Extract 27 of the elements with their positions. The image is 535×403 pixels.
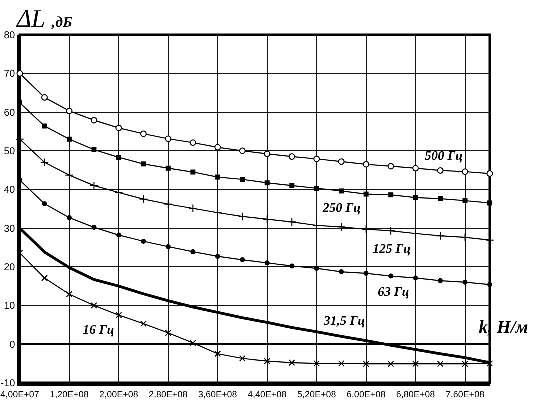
x-tick-label: 4,00E+07	[0, 390, 40, 400]
x-tick-label: 6,00E+08	[346, 390, 386, 400]
series-label: 63 Гц	[378, 284, 410, 299]
y-tick-label: 50	[4, 146, 16, 158]
series-label: 250 Гц	[322, 200, 361, 215]
y-tick-label: 30	[4, 224, 16, 235]
x-tick-label: 6,80E+08	[396, 390, 436, 400]
x-tick-label: 5,20E+08	[297, 390, 336, 400]
y-axis-title: ΔL ,дБ	[16, 6, 74, 33]
series-label: 16 Гц	[83, 322, 114, 337]
y-tick-label: 60	[4, 108, 16, 119]
y-tick-label: 0	[10, 340, 16, 351]
x-tick-label: 1,20E+08	[50, 390, 89, 400]
x-tick-label: 4,40E+08	[248, 390, 287, 400]
series-label: 31,5 Гц	[323, 313, 366, 328]
x-tick-label: 2,00E+08	[100, 390, 138, 400]
y-tick-label: 10	[4, 301, 16, 312]
y-tick-label: 70	[4, 69, 16, 80]
series-label: 125 Гц	[373, 241, 411, 256]
y-tick-label: 80	[4, 30, 16, 42]
y-tick-label: 40	[4, 185, 16, 196]
y-tick-label: -10	[0, 378, 16, 390]
x-tick-label: 2,80E+08	[149, 390, 188, 400]
series-label: 500 Гц	[425, 148, 463, 163]
x-tick-label: 3,60E+08	[198, 390, 238, 400]
y-tick-label: 20	[4, 262, 16, 274]
x-tick-label: 7,60E+08	[446, 390, 485, 400]
